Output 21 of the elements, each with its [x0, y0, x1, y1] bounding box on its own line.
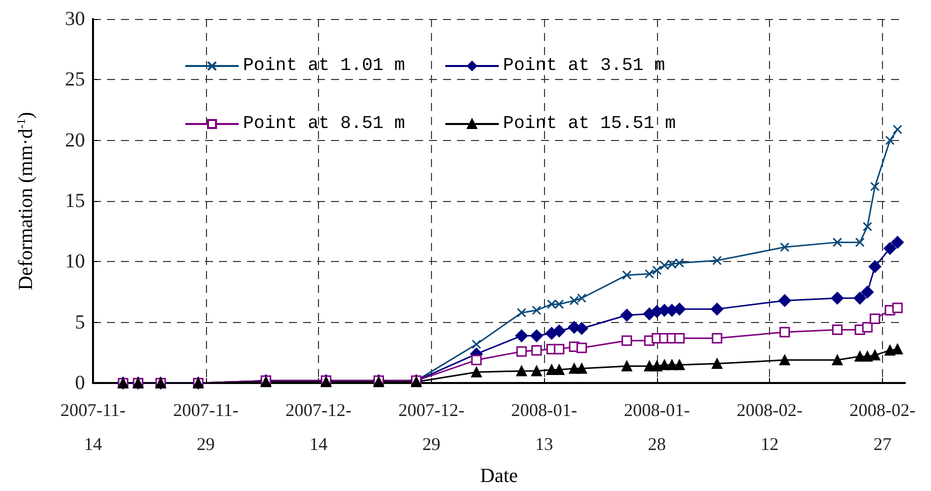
- y-tick-label: 15: [65, 190, 85, 212]
- x-tick-label: 2008-02- 27: [849, 400, 916, 454]
- y-axis-title: Deformation (mm·d-1): [14, 112, 37, 290]
- x-tick-label: 2007-11- 29: [173, 400, 238, 454]
- legend-label: Point at 8.51 m: [243, 114, 406, 134]
- y-tick-label: 0: [75, 372, 85, 394]
- y-tick-label: 25: [65, 68, 85, 91]
- x-axis-title: Date: [480, 465, 518, 487]
- y-tick-label: 10: [65, 250, 85, 273]
- x-tick-label: 2007-12- 29: [398, 400, 464, 454]
- legend-label: Point at 1.01 m: [243, 56, 406, 76]
- legend-label: Point at 15.51 m: [503, 114, 676, 134]
- y-tick-label: 30: [65, 8, 85, 30]
- legend-label: Point at 3.51 m: [503, 56, 666, 76]
- x-tick-label: 2007-12- 14: [286, 400, 352, 454]
- x-tick-label: 2008-02- 12: [736, 400, 803, 454]
- y-tick-label: 20: [65, 129, 85, 152]
- x-tick-label: 2008-01- 28: [624, 400, 690, 454]
- x-tick-label: 2008-01- 13: [511, 400, 578, 454]
- y-tick-label: 5: [75, 311, 85, 334]
- x-tick-label: 2007-11- 14: [60, 400, 126, 454]
